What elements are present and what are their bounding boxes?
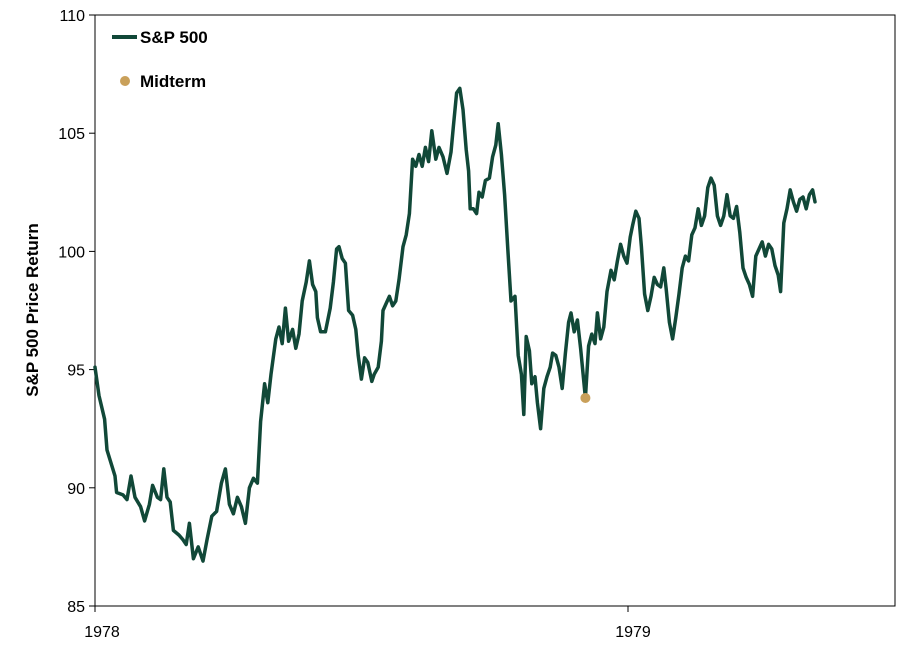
legend-swatch-midterm [120, 76, 130, 86]
midterm-marker [580, 392, 591, 403]
y-axis-title: S&P 500 Price Return [23, 223, 42, 397]
y-tick-label: 90 [67, 481, 85, 498]
y-tick-label: 105 [58, 126, 85, 143]
x-axis-ticks: 1978 1979 [84, 606, 651, 641]
x-tick-label: 1978 [84, 624, 120, 641]
y-tick-label: 100 [58, 244, 85, 261]
plot-area [94, 14, 896, 607]
legend-label-midterm: Midterm [140, 72, 206, 91]
y-axis-ticks: 85 90 95 100 105 110 [58, 8, 95, 616]
legend-label-sp500: S&P 500 [140, 28, 208, 47]
x-tick-label: 1979 [615, 624, 651, 641]
y-tick-label: 85 [67, 599, 85, 616]
legend: S&P 500 Midterm [112, 28, 208, 91]
series-line-sp500 [93, 86, 817, 563]
y-tick-label: 95 [67, 363, 85, 380]
y-tick-label: 110 [59, 8, 85, 25]
